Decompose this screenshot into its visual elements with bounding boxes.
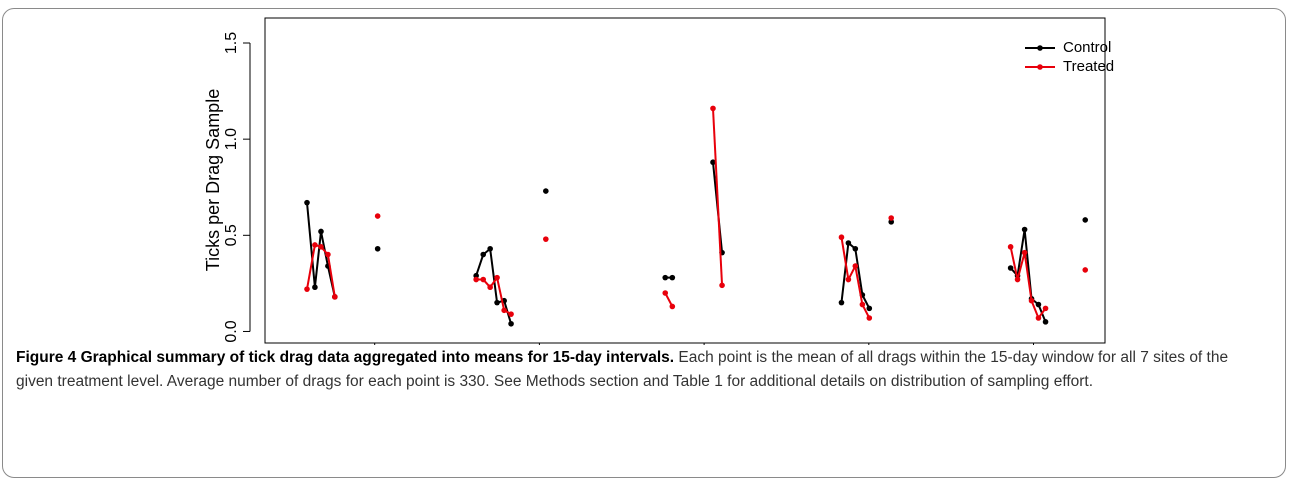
y-tick-label: 0.0 (223, 320, 240, 342)
y-tick-label: 0.5 (223, 224, 240, 246)
legend-marker (1037, 64, 1043, 70)
data-point (480, 276, 487, 283)
data-point (494, 299, 500, 306)
data-point (838, 299, 845, 306)
data-point (1035, 315, 1042, 321)
caption: Figure 4 Graphical summary of tick drag … (16, 346, 1266, 394)
data-point (1035, 301, 1042, 308)
data-point (845, 276, 852, 283)
series-line (306, 202, 336, 298)
data-point (508, 311, 514, 317)
data-point (374, 245, 381, 252)
data-point (304, 199, 310, 206)
data-point (710, 105, 716, 112)
data-point (487, 245, 493, 252)
data-point (710, 159, 716, 166)
series-line (475, 246, 513, 325)
page: Ticks per Drag Sample 0.00.51.01.51Sep20… (2, 8, 1286, 478)
data-point (332, 294, 338, 300)
data-point (1028, 297, 1035, 304)
data-point (669, 303, 676, 310)
data-point (494, 274, 500, 281)
data-point (473, 272, 479, 279)
legend-label: Control (1063, 39, 1111, 56)
caption-title: Figure 4 Graphical summary of tick drag … (16, 349, 675, 366)
y-tick-label: 1.0 (223, 128, 240, 150)
data-point (1042, 319, 1049, 325)
data-point (838, 234, 845, 241)
data-point (866, 315, 873, 321)
caption-text: Each point is the mean of all drags with… (16, 349, 1229, 390)
y-axis-label: Ticks per Drag Sample (203, 89, 223, 271)
data-point (325, 251, 331, 258)
data-point (1021, 226, 1028, 233)
data-point (487, 284, 493, 291)
plot-box (264, 17, 1106, 344)
data-point (312, 242, 318, 248)
data-point (866, 305, 873, 312)
data-point (508, 320, 514, 327)
data-point (318, 228, 324, 235)
data-point (1007, 265, 1014, 271)
data-point (662, 274, 669, 281)
data-point (480, 251, 487, 258)
chart: Ticks per Drag Sample 0.00.51.01.51Sep20… (203, 17, 1114, 345)
data-point (543, 236, 549, 242)
series-line (840, 241, 871, 309)
data-point (859, 301, 866, 308)
data-point (501, 307, 507, 314)
data-point (304, 286, 310, 292)
data-point (662, 290, 669, 296)
data-point (374, 213, 381, 219)
legend-label: Treated (1063, 58, 1114, 75)
data-point (1082, 217, 1089, 223)
data-point (1042, 305, 1049, 312)
data-point (845, 240, 852, 246)
data-point (1082, 267, 1089, 273)
data-point (1007, 244, 1014, 250)
data-point (1014, 276, 1021, 283)
data-point (318, 244, 324, 250)
legend-marker (1037, 45, 1043, 51)
data-point (888, 215, 895, 221)
data-point (669, 274, 676, 281)
y-tick-label: 1.5 (223, 32, 240, 54)
series-line (712, 108, 724, 286)
data-point (852, 245, 859, 252)
data-point (312, 284, 318, 291)
data-point (888, 219, 895, 225)
data-point (543, 188, 549, 194)
data-point (719, 282, 725, 289)
data-point (852, 263, 859, 269)
data-point (1021, 249, 1028, 256)
data-point (473, 276, 479, 283)
